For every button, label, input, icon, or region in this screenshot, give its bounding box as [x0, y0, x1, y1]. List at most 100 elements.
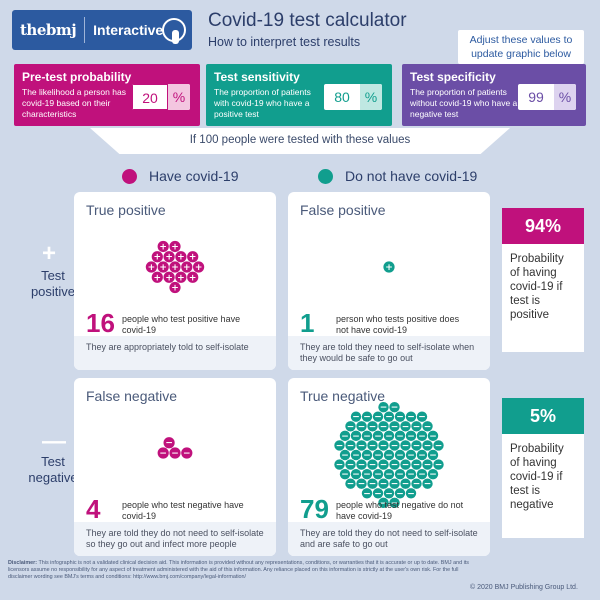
person-dot: −	[411, 459, 422, 471]
true-positive-desc: people who test positive have covid-19	[122, 314, 241, 335]
person-dot: +	[163, 271, 175, 283]
person-dot: −	[422, 459, 433, 471]
svg-text:−: −	[159, 449, 167, 459]
card-heading: True negative	[300, 388, 386, 404]
test-positive-label: Test positive	[30, 268, 76, 299]
false-positive-dots: +	[383, 261, 395, 273]
sensitivity-input-box[interactable]: 80 %	[324, 84, 382, 110]
svg-text:−: −	[407, 451, 415, 461]
person-dot: −	[356, 459, 367, 471]
person-dot: −	[339, 468, 351, 480]
person-dot: +	[157, 261, 169, 273]
person-dot: −	[367, 421, 378, 432]
svg-text:−: −	[385, 489, 393, 499]
page-subtitle: How to interpret test results	[208, 35, 361, 49]
svg-text:−: −	[374, 413, 382, 423]
svg-text:−: −	[347, 441, 355, 451]
person-dot: −	[378, 459, 389, 471]
person-dot: −	[400, 478, 411, 490]
person-dot: −	[416, 430, 428, 442]
person-dot: −	[433, 440, 444, 451]
person-dot: −	[334, 459, 345, 471]
svg-text:+: +	[189, 273, 197, 283]
sensitivity-description: The proportion of patients with covid-19…	[214, 87, 311, 119]
true-negative-desc: people who test negative do not have cov…	[336, 500, 464, 521]
specificity-input[interactable]: 99	[528, 89, 544, 105]
true-positive-footnote: They are appropriately told to self-isol…	[74, 336, 276, 370]
specificity-input-box[interactable]: 99 %	[518, 84, 576, 110]
legend-not-have-label: Do not have covid-19	[345, 168, 478, 184]
svg-text:−: −	[380, 499, 388, 509]
legend-have-label: Have covid-19	[149, 168, 239, 184]
logo-divider	[84, 17, 86, 43]
svg-text:−: −	[396, 413, 404, 423]
true-positive-count: 16	[86, 308, 115, 338]
person-dot: −	[378, 478, 389, 490]
pretest-input[interactable]: 20	[132, 84, 168, 110]
svg-text:+: +	[385, 263, 393, 273]
interactive-label: Interactive	[93, 22, 164, 38]
svg-text:+: +	[154, 273, 162, 283]
false-negative-card: False negative − − − − 4 people who test ne…	[74, 378, 276, 556]
svg-text:−: −	[352, 413, 360, 423]
false-negative-footnote: They are told they do not need to self-i…	[74, 522, 276, 556]
svg-text:+: +	[159, 242, 167, 252]
svg-text:−: −	[391, 461, 399, 471]
svg-text:−: −	[418, 413, 426, 423]
person-dot: +	[169, 240, 181, 252]
person-dot: −	[345, 459, 356, 471]
svg-text:−: −	[341, 451, 349, 461]
person-dot: −	[383, 449, 395, 461]
bmj-interactive-logo[interactable]: thebmj Interactive	[12, 10, 192, 50]
person-dot: −	[427, 430, 439, 442]
tested-100-label: If 100 people were tested with these val…	[189, 134, 411, 146]
sensitivity-heading: Test sensitivity	[214, 70, 300, 84]
person-dot: −	[416, 468, 428, 480]
svg-text:−: −	[171, 449, 179, 459]
svg-text:−: −	[369, 480, 377, 490]
svg-text:−: −	[363, 451, 371, 461]
person-dot: −	[372, 430, 384, 442]
svg-text:−: −	[363, 432, 371, 442]
tap-icon	[162, 18, 186, 44]
svg-text:−: −	[358, 422, 366, 432]
true-negative-count: 79	[300, 494, 329, 524]
svg-text:+: +	[183, 263, 191, 273]
svg-text:+: +	[171, 263, 179, 273]
svg-text:−: −	[407, 470, 415, 480]
person-dot: −	[427, 468, 439, 480]
svg-text:−: −	[347, 461, 355, 471]
svg-text:−: −	[380, 422, 388, 432]
false-negative-dots: −− −−	[157, 437, 193, 459]
pretest-input-box[interactable]: 20 %	[132, 84, 190, 110]
person-dot: −	[394, 468, 406, 480]
svg-text:−: −	[380, 403, 388, 413]
true-positive-dots: ++ ++ ++ ++ ++ ++++ ++	[145, 240, 205, 294]
svg-text:−: −	[413, 480, 421, 490]
person-dot: +	[157, 240, 169, 252]
pretest-heading: Pre-test probability	[22, 70, 132, 84]
sensitivity-input[interactable]: 80	[334, 89, 350, 105]
svg-text:−: −	[380, 480, 388, 490]
person-dot: −	[400, 440, 411, 451]
test-sensitivity-card: Test sensitivity The proportion of patie…	[206, 64, 392, 126]
person-dot: −	[367, 459, 378, 471]
svg-text:−: −	[385, 432, 393, 442]
svg-text:−: −	[396, 432, 404, 442]
person-dot: +	[169, 261, 181, 273]
svg-text:−: −	[347, 422, 355, 432]
svg-text:−: −	[402, 480, 410, 490]
adjust-values-tooltip: Adjust these values to update graphic be…	[458, 30, 584, 72]
minus-icon: —	[42, 428, 66, 455]
svg-text:−: −	[424, 441, 432, 451]
positive-probability-value: 94%	[502, 208, 584, 244]
person-dot: −	[405, 411, 417, 423]
svg-text:−: −	[396, 451, 404, 461]
pink-dot-icon	[122, 168, 137, 184]
svg-text:−: −	[341, 432, 349, 442]
person-dot: −	[361, 411, 373, 423]
svg-text:+: +	[154, 253, 162, 263]
svg-text:−: −	[424, 461, 432, 471]
svg-text:−: −	[418, 451, 426, 461]
percent-unit: %	[554, 84, 576, 110]
